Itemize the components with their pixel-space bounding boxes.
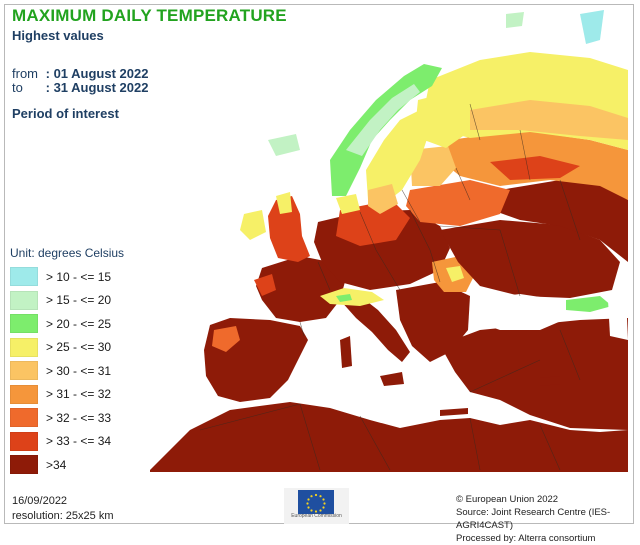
legend-items: > 10 - <= 15 > 15 - <= 20 > 20 - <= 25 > 25… xyxy=(10,265,124,476)
legend-item: > 20 - <= 25 xyxy=(10,312,124,335)
legend-swatch xyxy=(10,361,38,380)
map-subtitle: Highest values xyxy=(12,28,104,43)
iberia-orange-patch xyxy=(212,326,240,352)
norway-region xyxy=(330,64,442,196)
footer-right: © European Union 2022 Source: Joint Rese… xyxy=(456,493,640,545)
iceland xyxy=(268,134,300,156)
legend-item: > 10 - <= 15 xyxy=(10,265,124,288)
processed-by-text: Processed by: Alterra consortium xyxy=(456,533,596,544)
sweden-south-orange xyxy=(368,184,398,214)
north-africa-region xyxy=(150,402,628,472)
sardinia-corsica xyxy=(340,336,352,368)
legend-label: > 33 - <= 34 xyxy=(46,434,112,448)
to-date-row: to : 31 August 2022 xyxy=(12,80,148,95)
legend-item: > 32 - <= 33 xyxy=(10,406,124,429)
eu-flag-icon xyxy=(298,490,334,514)
production-date: 16/09/2022 xyxy=(12,495,68,507)
eu-logo-text: European Commission xyxy=(291,513,342,519)
legend-swatch xyxy=(10,314,38,333)
legend-item: > 31 - <= 32 xyxy=(10,383,124,406)
from-date: : 01 August 2022 xyxy=(45,66,149,81)
britain-region xyxy=(268,196,310,262)
ireland-region xyxy=(240,210,266,240)
baltic-region xyxy=(410,146,456,186)
legend-item: > 25 - <= 30 xyxy=(10,336,124,359)
legend-label: > 25 - <= 30 xyxy=(46,340,112,354)
legend-label: > 31 - <= 32 xyxy=(46,387,112,401)
copyright-text: © European Union 2022 xyxy=(456,494,559,505)
legend-label: > 10 - <= 15 xyxy=(46,269,112,284)
legend-swatch xyxy=(10,455,38,474)
legend-item: > 33 - <= 34 xyxy=(10,430,124,453)
balkans-region xyxy=(396,282,470,362)
footer-left: 16/09/2022 resolution: 25x25 km xyxy=(12,494,114,524)
svalbard xyxy=(506,12,524,28)
to-label: to xyxy=(12,80,23,95)
legend-label: > 30 - <= 31 xyxy=(46,363,112,378)
temperature-map xyxy=(150,10,628,472)
legend-label: >34 xyxy=(46,457,67,472)
norway-light xyxy=(346,84,420,156)
crete xyxy=(440,408,468,416)
legend-swatch xyxy=(10,267,38,286)
scotland-region xyxy=(276,192,292,214)
sweden-region xyxy=(366,110,430,204)
russia-south-region xyxy=(492,180,628,262)
caspian-sea xyxy=(608,296,628,340)
black-sea xyxy=(470,294,568,330)
from-date-row: from : 01 August 2022 xyxy=(12,66,148,81)
denmark-region xyxy=(336,194,360,214)
finland-region xyxy=(416,92,470,148)
italy-region xyxy=(340,296,410,362)
source-text: Source: Joint Research Centre (IES-AGRI4… xyxy=(456,507,611,531)
legend-label: > 20 - <= 25 xyxy=(46,316,112,331)
belarus-orange xyxy=(406,180,510,226)
france-region xyxy=(256,256,346,322)
russia-mid-red xyxy=(490,156,580,180)
legend-swatch xyxy=(10,290,38,310)
legend-unit: Unit: degrees Celsius xyxy=(10,246,125,260)
legend-swatch xyxy=(10,337,38,357)
central-europe-orange xyxy=(336,200,410,246)
novaya-zemlya xyxy=(580,10,604,44)
cyprus xyxy=(540,376,560,386)
ukraine-region xyxy=(440,220,620,298)
to-date: : 31 August 2022 xyxy=(45,80,149,95)
legend: Unit: degrees Celsius > 10 - <= 15 > 15 -… xyxy=(10,246,124,477)
sicily xyxy=(380,372,404,386)
legend-label: > 15 - <= 20 xyxy=(46,293,112,307)
from-label: from xyxy=(12,66,38,81)
carpathians-yellow xyxy=(446,266,464,282)
legend-swatch xyxy=(10,384,38,404)
turkey-middle-east-region xyxy=(440,318,628,430)
alps-green xyxy=(336,294,352,302)
legend-swatch xyxy=(10,408,38,427)
legend-item: > 15 - <= 20 xyxy=(10,289,124,312)
legend-item: > 30 - <= 31 xyxy=(10,359,124,382)
legend-label: > 32 - <= 33 xyxy=(46,410,112,425)
caucasus-green xyxy=(566,296,612,312)
legend-swatch xyxy=(10,431,38,451)
country-borders xyxy=(199,103,581,471)
resolution-text: resolution: 25x25 km xyxy=(12,510,114,522)
legend-item: >34 xyxy=(10,453,124,476)
map-title: MAXIMUM DAILY TEMPERATURE xyxy=(12,6,287,25)
brittany-patch xyxy=(254,274,276,296)
period-of-interest: Period of interest xyxy=(12,106,119,121)
alps-patch xyxy=(320,288,384,306)
eu-commission-logo: European Commission xyxy=(284,488,349,524)
russia-north-orange xyxy=(470,100,628,140)
